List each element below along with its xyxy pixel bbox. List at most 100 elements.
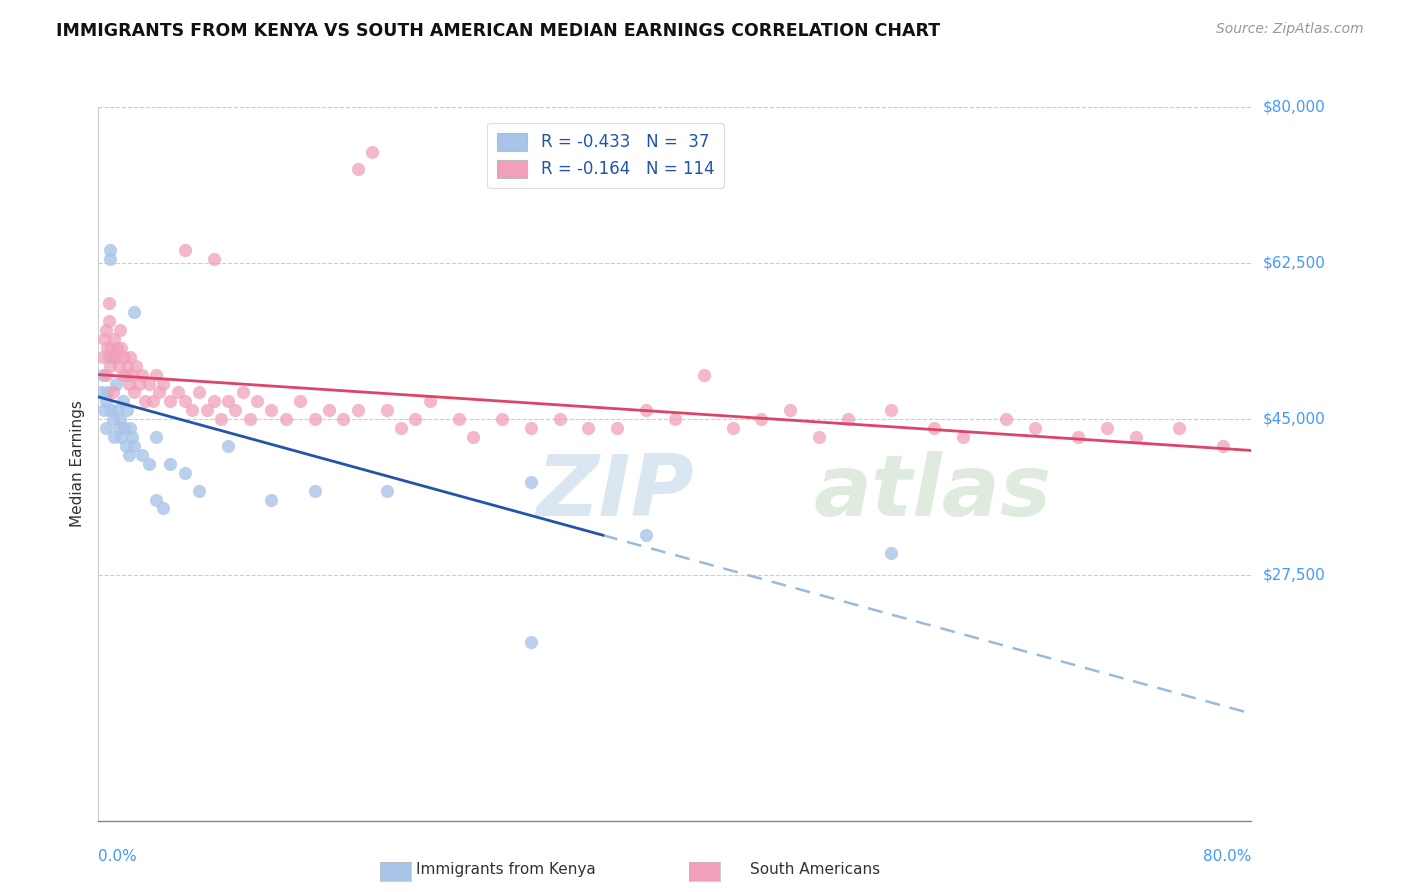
Point bbox=[105, 403, 128, 417]
Point bbox=[100, 341, 122, 355]
Point bbox=[636, 403, 658, 417]
Point bbox=[112, 421, 135, 435]
Point bbox=[880, 546, 903, 560]
Point bbox=[491, 412, 513, 426]
Text: 80.0%: 80.0% bbox=[1204, 849, 1251, 864]
Point bbox=[107, 359, 129, 373]
Point bbox=[1168, 421, 1191, 435]
Point bbox=[148, 385, 170, 400]
Point bbox=[606, 421, 628, 435]
Point bbox=[134, 394, 156, 409]
Point bbox=[94, 421, 117, 435]
Point bbox=[124, 385, 146, 400]
Text: IMMIGRANTS FROM KENYA VS SOUTH AMERICAN MEDIAN EARNINGS CORRELATION CHART: IMMIGRANTS FROM KENYA VS SOUTH AMERICAN … bbox=[56, 22, 941, 40]
Point bbox=[260, 492, 283, 507]
Point bbox=[96, 385, 118, 400]
Point bbox=[375, 403, 398, 417]
Text: 0.0%: 0.0% bbox=[98, 849, 138, 864]
Point bbox=[1097, 421, 1119, 435]
Y-axis label: Median Earnings: Median Earnings bbox=[70, 401, 86, 527]
Point bbox=[174, 243, 197, 257]
Point bbox=[91, 350, 114, 364]
Point bbox=[117, 403, 138, 417]
Point bbox=[1125, 430, 1147, 444]
Point bbox=[125, 359, 148, 373]
Point bbox=[111, 394, 134, 409]
Point bbox=[419, 394, 441, 409]
Point bbox=[120, 421, 142, 435]
Point bbox=[112, 350, 135, 364]
Point bbox=[145, 430, 167, 444]
Point bbox=[104, 376, 127, 391]
Point bbox=[209, 412, 232, 426]
Point bbox=[361, 145, 384, 159]
Point bbox=[97, 296, 120, 310]
Point bbox=[837, 412, 859, 426]
Point bbox=[447, 412, 470, 426]
Point bbox=[188, 385, 211, 400]
Point bbox=[188, 483, 211, 498]
Text: ZIP: ZIP bbox=[537, 450, 695, 534]
Point bbox=[131, 448, 153, 462]
Point bbox=[152, 376, 174, 391]
Point bbox=[98, 243, 121, 257]
Point bbox=[389, 421, 412, 435]
Point bbox=[202, 394, 225, 409]
Point bbox=[246, 394, 269, 409]
Point bbox=[224, 403, 246, 417]
Point bbox=[138, 457, 160, 471]
Point bbox=[260, 403, 283, 417]
Point bbox=[274, 412, 297, 426]
Point bbox=[94, 394, 117, 409]
Point bbox=[103, 332, 125, 346]
Text: atlas: atlas bbox=[813, 450, 1052, 534]
Point bbox=[159, 394, 181, 409]
Point bbox=[114, 368, 136, 382]
Point bbox=[1067, 430, 1090, 444]
Point bbox=[114, 439, 136, 453]
Point bbox=[101, 385, 124, 400]
Point bbox=[96, 341, 118, 355]
Point bbox=[124, 439, 146, 453]
Point bbox=[118, 376, 141, 391]
Point bbox=[952, 430, 974, 444]
Point bbox=[880, 403, 903, 417]
Point bbox=[108, 323, 131, 337]
Point bbox=[231, 385, 254, 400]
Point bbox=[120, 350, 142, 364]
Point bbox=[520, 421, 543, 435]
Text: $62,500: $62,500 bbox=[1263, 256, 1326, 270]
Text: Source: ZipAtlas.com: Source: ZipAtlas.com bbox=[1216, 22, 1364, 37]
Point bbox=[995, 412, 1018, 426]
Point bbox=[195, 403, 218, 417]
Point bbox=[636, 528, 658, 542]
Point bbox=[105, 341, 128, 355]
Point bbox=[548, 412, 571, 426]
Point bbox=[107, 421, 129, 435]
Point bbox=[93, 403, 115, 417]
Point bbox=[101, 350, 124, 364]
Point bbox=[217, 439, 239, 453]
Point bbox=[318, 403, 340, 417]
Point bbox=[721, 421, 744, 435]
Point bbox=[239, 412, 262, 426]
Text: $27,500: $27,500 bbox=[1263, 568, 1326, 582]
Point bbox=[111, 368, 134, 382]
Point bbox=[159, 457, 181, 471]
Point bbox=[142, 394, 165, 409]
Point bbox=[145, 368, 167, 382]
Point bbox=[110, 341, 132, 355]
Point bbox=[103, 430, 125, 444]
Point bbox=[304, 483, 326, 498]
Text: $45,000: $45,000 bbox=[1263, 412, 1326, 426]
Point bbox=[98, 359, 121, 373]
Point bbox=[138, 376, 160, 391]
Point bbox=[779, 403, 801, 417]
Point bbox=[174, 466, 197, 480]
Point bbox=[202, 252, 225, 266]
Point bbox=[181, 403, 204, 417]
Point bbox=[128, 376, 150, 391]
Point bbox=[145, 492, 167, 507]
Point bbox=[131, 368, 153, 382]
Point bbox=[375, 483, 398, 498]
